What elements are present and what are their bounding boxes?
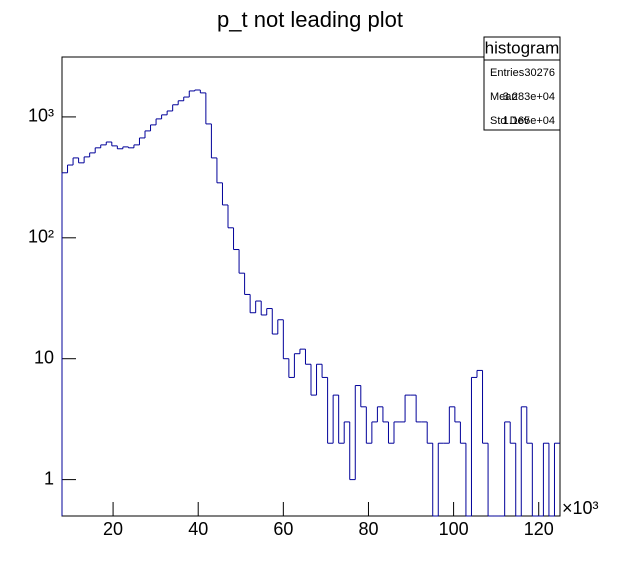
y-tick-label: 10³ [28,106,54,126]
stats-value: 30276 [524,67,555,79]
y-tick-label: 10² [28,227,54,247]
stats-title: histogram [485,38,560,57]
stats-label: Std Dev [490,115,530,127]
y-tick-label: 10 [34,347,54,367]
stats-value: 1.165e+04 [503,115,555,127]
x-tick-label: 100 [439,519,469,539]
x-tick-label: 20 [103,519,123,539]
stats-value: 3.283e+04 [503,91,555,103]
stats-box [483,36,561,131]
stats-label: Mean [490,91,518,103]
stats-label: Entries [490,67,525,79]
x-multiplier: ×10³ [562,498,599,518]
x-tick-label: 120 [524,519,554,539]
y-tick-label: 1 [44,468,54,488]
x-tick-label: 80 [358,519,378,539]
x-tick-label: 40 [188,519,208,539]
x-tick-label: 60 [273,519,293,539]
chart-title: p_t not leading plot [217,7,403,32]
